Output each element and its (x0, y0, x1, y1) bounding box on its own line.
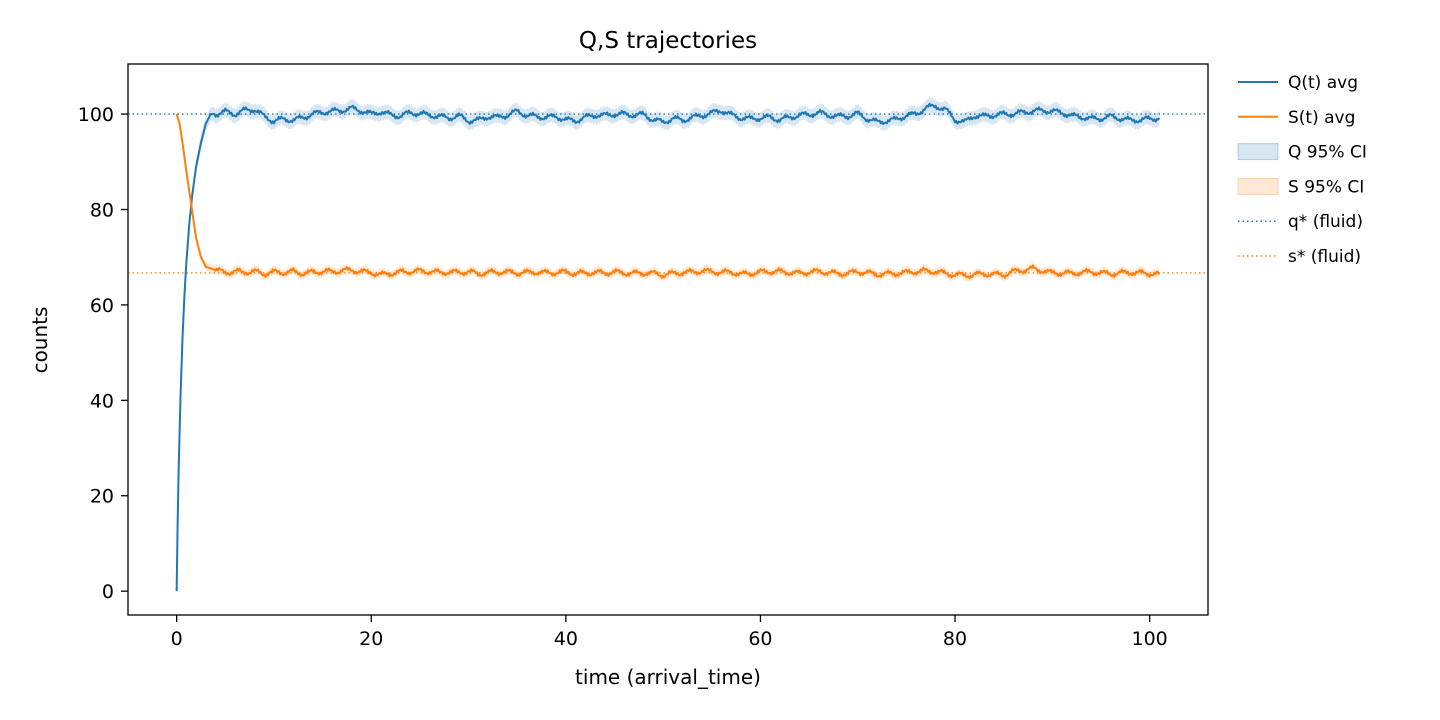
legend-label: s* (fluid) (1288, 247, 1361, 267)
legend-item: S 95% CI (1237, 177, 1364, 197)
chart-title: Q,S trajectories (579, 28, 757, 54)
legend-label: Q(t) avg (1288, 73, 1358, 93)
legend-band-swatch (1237, 177, 1279, 195)
legend-label: S(t) avg (1288, 108, 1355, 128)
x-tick-label: 80 (943, 628, 967, 650)
legend-label: Q 95% CI (1288, 143, 1367, 163)
y-tick-label: 0 (102, 581, 114, 603)
plot-frame (127, 63, 1209, 616)
legend: Q(t) avg S(t) avg Q 95% CI S 95% CI q* (flui… (1237, 73, 1367, 267)
legend-item: Q(t) avg (1238, 73, 1358, 93)
x-axis-label: time (arrival_time) (575, 665, 761, 689)
x-tick-label: 100 (1131, 628, 1167, 650)
y-tick-label: 20 (90, 486, 114, 508)
legend-label: S 95% CI (1288, 177, 1364, 197)
legend-band-swatch (1237, 143, 1279, 161)
legend-item: s* (fluid) (1238, 247, 1361, 267)
x-tick-label: 20 (359, 628, 383, 650)
y-tick-label: 40 (90, 390, 114, 412)
x-tick-label: 40 (554, 628, 578, 650)
x-tick-label: 0 (171, 628, 183, 650)
legend-label: q* (fluid) (1288, 212, 1363, 232)
s-avg-line (175, 113, 1161, 280)
y-tick-label: 80 (90, 200, 114, 222)
y-tick-label: 60 (90, 295, 114, 317)
y-axis-label: counts (28, 307, 52, 374)
x-tick-label: 60 (748, 628, 772, 650)
legend-item: q* (fluid) (1238, 212, 1363, 232)
y-tick-label: 100 (78, 104, 114, 126)
legend-item: S(t) avg (1238, 108, 1355, 128)
legend-item: Q 95% CI (1237, 143, 1367, 163)
y-axis: 0 20 40 60 80 100 (78, 104, 128, 603)
series-lines (175, 102, 1161, 592)
x-axis: 0 20 40 60 80 100 (171, 615, 1168, 650)
q-avg-line (175, 102, 1161, 592)
